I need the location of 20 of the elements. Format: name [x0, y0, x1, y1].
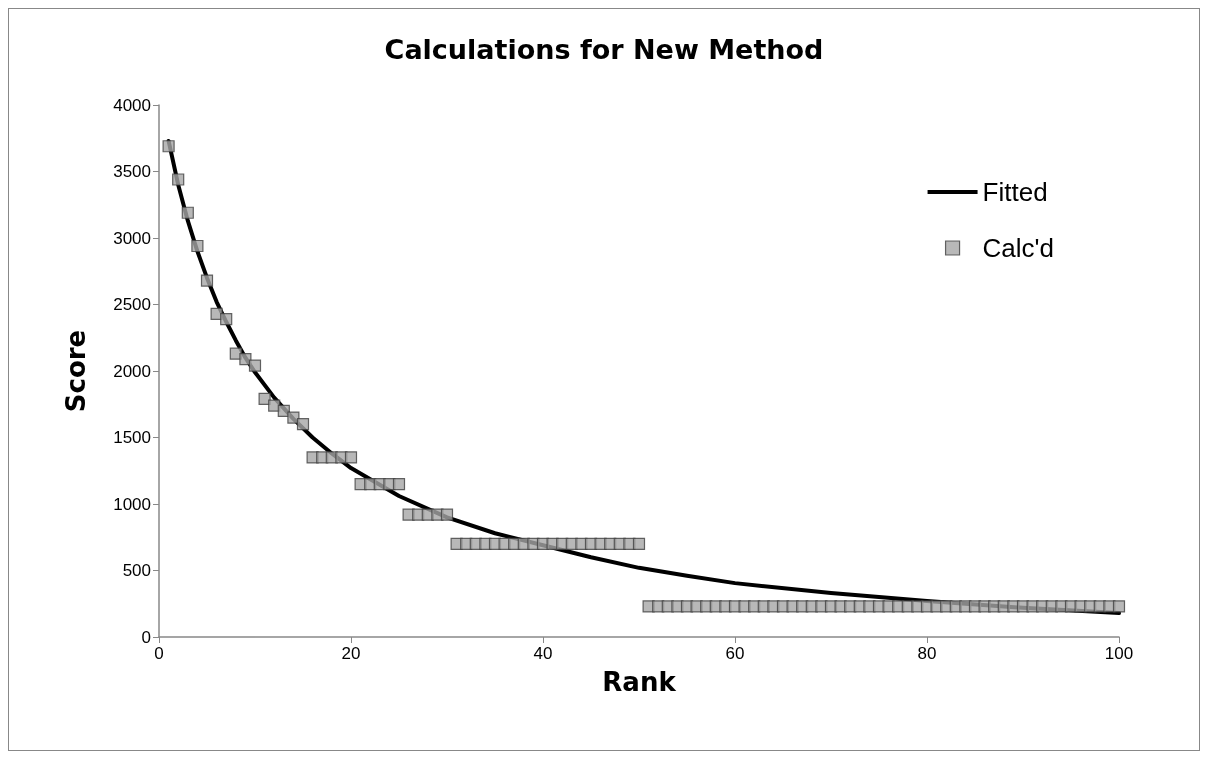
y-tick-label: 2500	[113, 295, 151, 314]
y-tick-label: 500	[122, 561, 151, 580]
legend-label: Fitted	[982, 177, 1048, 207]
x-tick-label: 20	[341, 644, 361, 663]
x-tick-label: 40	[533, 644, 553, 663]
x-tick-label: 100	[1104, 644, 1134, 663]
x-tick-label: 80	[917, 644, 937, 663]
chart-title: Calculations for New Method	[384, 34, 824, 65]
x-axis-title: Rank	[602, 667, 677, 697]
y-tick-label: 1500	[113, 428, 151, 447]
y-axis-title: Score	[61, 329, 91, 413]
y-tick-label: 4000	[113, 95, 151, 115]
y-tick-label: 3000	[113, 228, 151, 248]
x-tick-label: 60	[725, 644, 745, 663]
y-tick-label: 0	[141, 627, 151, 647]
y-tick-label: 2000	[113, 361, 151, 381]
x-tick-label: 0	[154, 644, 164, 663]
y-tick-label: 3500	[113, 162, 151, 181]
y-tick-label: 1000	[113, 494, 151, 514]
legend-label: Calc'd	[982, 233, 1054, 263]
